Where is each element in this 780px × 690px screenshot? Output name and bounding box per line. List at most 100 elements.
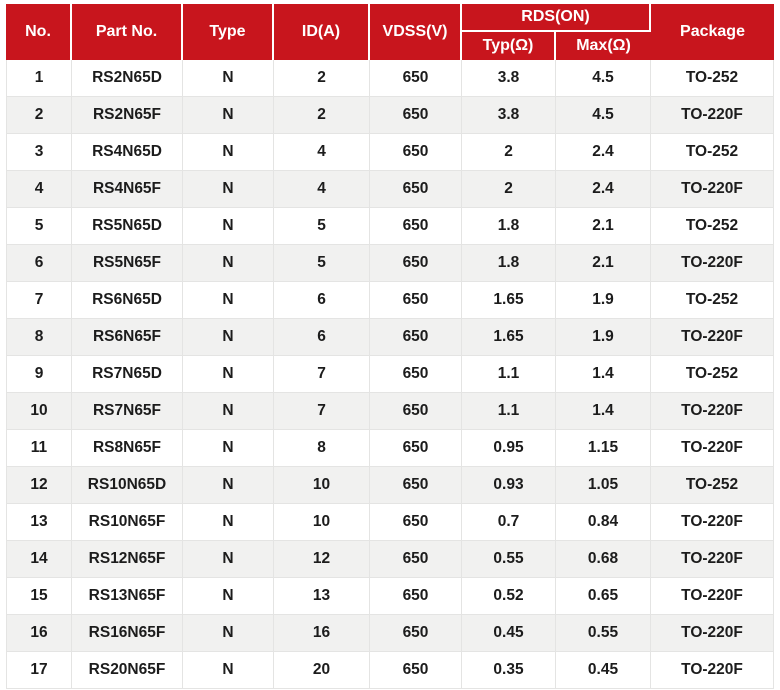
cell-no: 14 bbox=[6, 541, 72, 578]
cell-no: 11 bbox=[6, 430, 72, 467]
cell-type: N bbox=[183, 97, 274, 134]
cell-rds-max: 0.65 bbox=[556, 578, 651, 615]
cell-part-no: RS6N65D bbox=[72, 282, 183, 319]
cell-type: N bbox=[183, 430, 274, 467]
col-header-vdss-v: VDSS(V) bbox=[370, 4, 462, 60]
cell-package: TO-220F bbox=[651, 171, 774, 208]
cell-vdss-v: 650 bbox=[370, 208, 462, 245]
cell-id-a: 7 bbox=[274, 393, 370, 430]
table-row: 3 RS4N65D N 4 650 2 2.4 TO-252 bbox=[6, 134, 774, 171]
table-row: 7 RS6N65D N 6 650 1.65 1.9 TO-252 bbox=[6, 282, 774, 319]
cell-part-no: RS7N65F bbox=[72, 393, 183, 430]
cell-rds-typ: 1.8 bbox=[462, 208, 556, 245]
cell-package: TO-220F bbox=[651, 430, 774, 467]
cell-no: 15 bbox=[6, 578, 72, 615]
table-row: 4 RS4N65F N 4 650 2 2.4 TO-220F bbox=[6, 171, 774, 208]
cell-part-no: RS20N65F bbox=[72, 652, 183, 689]
cell-rds-typ: 0.35 bbox=[462, 652, 556, 689]
cell-id-a: 5 bbox=[274, 208, 370, 245]
table-row: 14 RS12N65F N 12 650 0.55 0.68 TO-220F bbox=[6, 541, 774, 578]
table-row: 9 RS7N65D N 7 650 1.1 1.4 TO-252 bbox=[6, 356, 774, 393]
cell-type: N bbox=[183, 245, 274, 282]
cell-rds-typ: 3.8 bbox=[462, 60, 556, 97]
cell-vdss-v: 650 bbox=[370, 541, 462, 578]
cell-rds-max: 4.5 bbox=[556, 60, 651, 97]
table-row: 5 RS5N65D N 5 650 1.8 2.1 TO-252 bbox=[6, 208, 774, 245]
table-row: 11 RS8N65F N 8 650 0.95 1.15 TO-220F bbox=[6, 430, 774, 467]
cell-vdss-v: 650 bbox=[370, 393, 462, 430]
cell-part-no: RS4N65F bbox=[72, 171, 183, 208]
table-row: 17 RS20N65F N 20 650 0.35 0.45 TO-220F bbox=[6, 652, 774, 689]
cell-no: 2 bbox=[6, 97, 72, 134]
cell-id-a: 8 bbox=[274, 430, 370, 467]
cell-rds-max: 0.68 bbox=[556, 541, 651, 578]
cell-vdss-v: 650 bbox=[370, 60, 462, 97]
cell-part-no: RS12N65F bbox=[72, 541, 183, 578]
cell-package: TO-220F bbox=[651, 615, 774, 652]
cell-type: N bbox=[183, 60, 274, 97]
mosfet-parts-table: No. Part No. Type ID(A) VDSS(V) RDS(ON) … bbox=[6, 4, 774, 689]
cell-rds-typ: 1.65 bbox=[462, 319, 556, 356]
cell-vdss-v: 650 bbox=[370, 356, 462, 393]
cell-rds-max: 1.4 bbox=[556, 356, 651, 393]
cell-package: TO-252 bbox=[651, 282, 774, 319]
cell-no: 3 bbox=[6, 134, 72, 171]
cell-no: 9 bbox=[6, 356, 72, 393]
cell-id-a: 4 bbox=[274, 134, 370, 171]
cell-rds-typ: 2 bbox=[462, 171, 556, 208]
cell-rds-max: 0.45 bbox=[556, 652, 651, 689]
cell-rds-max: 2.1 bbox=[556, 208, 651, 245]
cell-type: N bbox=[183, 615, 274, 652]
cell-part-no: RS5N65D bbox=[72, 208, 183, 245]
table-row: 15 RS13N65F N 13 650 0.52 0.65 TO-220F bbox=[6, 578, 774, 615]
col-header-package: Package bbox=[651, 4, 774, 60]
table-row: 16 RS16N65F N 16 650 0.45 0.55 TO-220F bbox=[6, 615, 774, 652]
cell-type: N bbox=[183, 504, 274, 541]
cell-package: TO-252 bbox=[651, 356, 774, 393]
cell-rds-max: 4.5 bbox=[556, 97, 651, 134]
cell-vdss-v: 650 bbox=[370, 467, 462, 504]
cell-no: 16 bbox=[6, 615, 72, 652]
cell-no: 1 bbox=[6, 60, 72, 97]
cell-no: 17 bbox=[6, 652, 72, 689]
cell-rds-typ: 1.1 bbox=[462, 393, 556, 430]
cell-id-a: 4 bbox=[274, 171, 370, 208]
cell-rds-max: 1.9 bbox=[556, 282, 651, 319]
cell-package: TO-220F bbox=[651, 393, 774, 430]
cell-rds-max: 2.4 bbox=[556, 171, 651, 208]
cell-package: TO-252 bbox=[651, 208, 774, 245]
cell-rds-max: 0.55 bbox=[556, 615, 651, 652]
col-header-type: Type bbox=[183, 4, 274, 60]
cell-type: N bbox=[183, 319, 274, 356]
cell-vdss-v: 650 bbox=[370, 245, 462, 282]
cell-package: TO-252 bbox=[651, 467, 774, 504]
cell-id-a: 16 bbox=[274, 615, 370, 652]
cell-package: TO-220F bbox=[651, 97, 774, 134]
cell-vdss-v: 650 bbox=[370, 319, 462, 356]
col-header-id-a: ID(A) bbox=[274, 4, 370, 60]
cell-part-no: RS13N65F bbox=[72, 578, 183, 615]
cell-vdss-v: 650 bbox=[370, 97, 462, 134]
cell-type: N bbox=[183, 171, 274, 208]
col-header-no: No. bbox=[6, 4, 72, 60]
table-row: 13 RS10N65F N 10 650 0.7 0.84 TO-220F bbox=[6, 504, 774, 541]
cell-rds-typ: 0.52 bbox=[462, 578, 556, 615]
cell-vdss-v: 650 bbox=[370, 134, 462, 171]
table-header: No. Part No. Type ID(A) VDSS(V) RDS(ON) … bbox=[6, 4, 774, 60]
cell-part-no: RS5N65F bbox=[72, 245, 183, 282]
col-header-part-no: Part No. bbox=[72, 4, 183, 60]
cell-rds-max: 0.84 bbox=[556, 504, 651, 541]
cell-type: N bbox=[183, 282, 274, 319]
cell-rds-typ: 0.95 bbox=[462, 430, 556, 467]
cell-rds-typ: 0.55 bbox=[462, 541, 556, 578]
cell-rds-max: 2.4 bbox=[556, 134, 651, 171]
cell-package: TO-220F bbox=[651, 541, 774, 578]
cell-no: 5 bbox=[6, 208, 72, 245]
cell-type: N bbox=[183, 578, 274, 615]
cell-part-no: RS7N65D bbox=[72, 356, 183, 393]
cell-rds-max: 1.9 bbox=[556, 319, 651, 356]
cell-no: 8 bbox=[6, 319, 72, 356]
cell-rds-typ: 3.8 bbox=[462, 97, 556, 134]
cell-id-a: 6 bbox=[274, 282, 370, 319]
